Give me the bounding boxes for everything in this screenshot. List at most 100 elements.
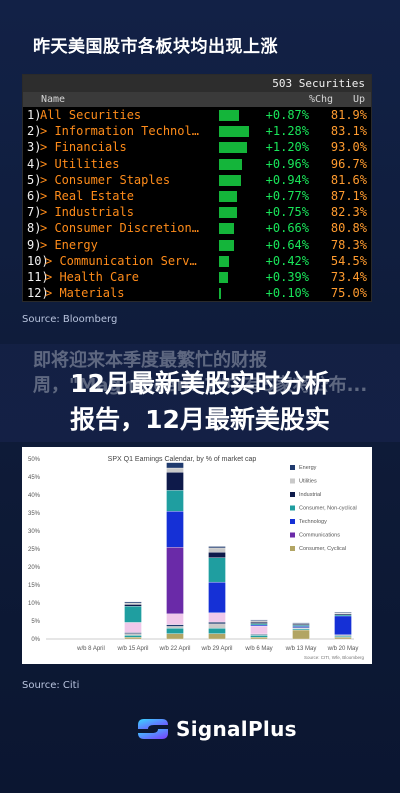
bar-segment bbox=[166, 613, 184, 625]
securities-count: 503 Securities bbox=[272, 77, 365, 90]
row-number: 7) bbox=[27, 205, 42, 220]
percent-change: +0.75% bbox=[265, 205, 309, 220]
percent-up: 54.5% bbox=[330, 253, 367, 268]
bar-segment bbox=[124, 622, 142, 633]
row-number: 10) bbox=[27, 253, 49, 268]
article-title-banner: 即将迎来本季度最繁忙的财报周，"Magnificent 7"中有5家将公布...… bbox=[0, 344, 400, 442]
x-tick-label: w/b 20 May bbox=[327, 646, 359, 652]
legend-swatch bbox=[290, 478, 295, 484]
sector-name: > Financials bbox=[40, 140, 127, 155]
bar-segment bbox=[208, 547, 226, 553]
percent-change: +1.28% bbox=[265, 124, 309, 139]
bar-segment bbox=[166, 626, 184, 629]
percent-up: 96.7% bbox=[330, 156, 367, 171]
bar-segment bbox=[208, 557, 226, 583]
legend-label: Technology bbox=[299, 519, 327, 525]
column-up-header[interactable]: Up bbox=[353, 94, 366, 105]
bar-segment bbox=[250, 621, 268, 624]
terminal-header: 503 Securities bbox=[23, 75, 371, 92]
article-title-line-2: 报告，12月最新美股实 bbox=[70, 405, 330, 434]
sector-row[interactable]: 6) > Real Estate +0.77% 87.1% bbox=[23, 188, 371, 204]
bar-segment bbox=[250, 625, 268, 635]
sector-name: > Materials bbox=[45, 286, 125, 301]
y-tick-label: 25% bbox=[28, 547, 41, 553]
banner-background-text: 即将迎来本季度最繁忙的财报周，"Magnificent 7"中有5家将公布... bbox=[33, 350, 368, 396]
bar-segment bbox=[124, 606, 142, 623]
bar-segment bbox=[334, 614, 352, 617]
legend-swatch bbox=[290, 465, 295, 470]
legend-label: Consumer, Non-cyclical bbox=[299, 506, 357, 512]
bar-segment bbox=[334, 635, 352, 638]
sector-row[interactable]: 8) > Consumer Discretion… +0.66% 80.8% bbox=[23, 220, 371, 236]
percent-change: +0.39% bbox=[265, 269, 309, 284]
y-tick-label: 0% bbox=[31, 637, 40, 643]
x-tick-label: w/b 22 April bbox=[158, 646, 190, 652]
column-chg-header[interactable]: %Chg bbox=[309, 94, 334, 105]
percent-up: 80.8% bbox=[330, 221, 367, 236]
y-tick-label: 45% bbox=[28, 475, 41, 481]
bar-segment bbox=[208, 628, 226, 634]
percent-up: 87.1% bbox=[330, 188, 367, 203]
row-number: 12) bbox=[27, 286, 49, 301]
percent-change: +0.10% bbox=[265, 286, 309, 301]
change-bar bbox=[219, 288, 222, 300]
bar-segment bbox=[124, 601, 142, 604]
bloomberg-sector-table: 503 Securities Name %Chg Up 1) All Securi… bbox=[22, 74, 372, 302]
sector-row[interactable]: 10) > Communication Serv… +0.42% 54.5% bbox=[23, 253, 371, 269]
bar-segment bbox=[292, 622, 310, 624]
bar-segment bbox=[166, 547, 184, 614]
bar-segment bbox=[334, 613, 352, 616]
row-number: 1) bbox=[27, 108, 42, 122]
sector-row[interactable]: 9) > Energy +0.64% 78.3% bbox=[23, 237, 371, 253]
change-bar bbox=[219, 110, 240, 121]
row-number: 8) bbox=[27, 221, 42, 236]
sector-name: > Utilities bbox=[40, 156, 120, 171]
sector-name: All Securities bbox=[40, 108, 142, 122]
sector-row[interactable]: 12) > Materials +0.10% 75.0% bbox=[23, 285, 371, 301]
bar-segment bbox=[292, 626, 310, 628]
y-tick-label: 50% bbox=[28, 457, 41, 463]
sector-row[interactable]: 3) > Financials +1.20% 93.0% bbox=[23, 139, 371, 155]
percent-change: +0.77% bbox=[265, 188, 309, 203]
bar-segment bbox=[166, 511, 184, 548]
column-name-header[interactable]: Name bbox=[41, 94, 66, 105]
article-title[interactable]: 12月最新美股实时分析 报告，12月最新美股实 bbox=[0, 366, 400, 438]
sector-name: > Information Technol… bbox=[40, 124, 199, 139]
terminal-column-headers: Name %Chg Up bbox=[23, 92, 371, 107]
percent-change: +0.42% bbox=[265, 253, 309, 268]
bar-segment bbox=[208, 612, 226, 623]
sector-row[interactable]: 7) > Industrials +0.75% 82.3% bbox=[23, 204, 371, 220]
sector-row[interactable]: 11) > Health Care +0.39% 73.4% bbox=[23, 269, 371, 285]
x-tick-label: w/b 8 April bbox=[76, 646, 105, 652]
bar-segment bbox=[334, 612, 352, 614]
y-tick-label: 5% bbox=[31, 619, 40, 625]
bar-segment bbox=[124, 633, 142, 636]
row-number: 5) bbox=[27, 172, 42, 187]
bar-segment bbox=[334, 615, 352, 635]
percent-up: 83.1% bbox=[330, 124, 367, 139]
change-bar bbox=[219, 207, 237, 219]
percent-change: +1.20% bbox=[265, 140, 309, 155]
bar-segment bbox=[250, 635, 268, 638]
row-number: 4) bbox=[27, 156, 42, 171]
bar-segment bbox=[124, 637, 142, 640]
sector-row[interactable]: 2) > Information Technol… +1.28% 83.1% bbox=[23, 123, 371, 139]
bar-segment bbox=[208, 546, 226, 549]
sector-row[interactable]: 4) > Utilities +0.96% 96.7% bbox=[23, 156, 371, 172]
bar-segment bbox=[124, 635, 142, 638]
chart-svg: SPX Q1 Earnings Calendar, by % of market… bbox=[28, 456, 365, 660]
change-bar bbox=[219, 142, 248, 154]
bar-segment bbox=[208, 581, 226, 613]
bar-segment bbox=[166, 624, 184, 627]
percent-up: 73.4% bbox=[330, 269, 367, 284]
y-tick-label: 30% bbox=[28, 529, 41, 535]
page-title: 昨天美国股市各板块均出现上涨 bbox=[33, 37, 278, 57]
source-bloomberg: Source: Bloomberg bbox=[22, 314, 118, 325]
signalplus-logo[interactable]: SignalPlus bbox=[134, 715, 297, 743]
sector-row[interactable]: 5) > Consumer Staples +0.94% 81.6% bbox=[23, 172, 371, 188]
sector-row[interactable]: 1) All Securities +0.87% 81.9% bbox=[23, 107, 371, 123]
percent-up: 75.0% bbox=[330, 286, 367, 301]
percent-up: 81.9% bbox=[330, 108, 367, 122]
percent-change: +0.64% bbox=[265, 237, 309, 252]
bar-segment bbox=[124, 602, 142, 605]
